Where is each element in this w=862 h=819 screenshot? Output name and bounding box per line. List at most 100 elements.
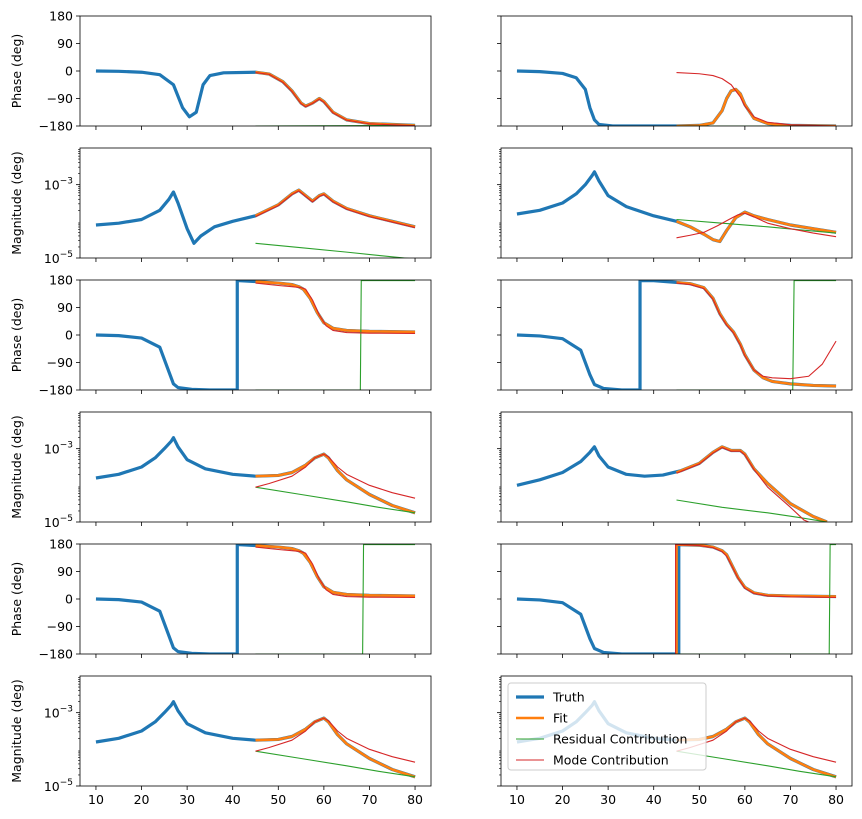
series-line-residual-contribution [676,218,837,234]
x-tick-label: 70 [783,792,799,807]
x-tick-label: 40 [646,792,662,807]
panel-r2-c1 [497,279,853,394]
axes-frame [79,147,432,259]
y-tick-label: 180 [49,537,73,552]
y-tick-label: 90 [57,564,73,579]
y-tick-label: −180 [39,383,73,398]
y-tick-label: 0 [65,328,73,343]
x-tick-label: 10 [88,792,104,807]
y-tick-label: 10−5 [44,514,73,530]
x-tick-label: 50 [691,792,707,807]
y-tick-label: −90 [47,619,73,634]
y-tick-label: −180 [39,647,73,662]
series-line-fit [676,88,837,126]
plot-area [80,280,431,390]
panel-r0-c0: 180 90 0 −90 −180 Phase (deg) [9,9,432,134]
x-tick-label: 20 [134,792,150,807]
series-line-mode-contribution [255,71,416,126]
panel-r2-c0: 180 90 0 −90 −180 Phase (deg) [9,273,432,398]
y-tick-exp: −5 [60,514,73,524]
y-tick-label: 180 [49,273,73,288]
y-tick-exp: −3 [60,177,73,187]
y-tick-label: 10−3 [44,705,73,721]
series-line-residual-contribution [255,750,416,778]
series-line-fit [254,188,416,229]
y-tick-label: 10−5 [44,250,73,266]
axes-frame [79,411,432,523]
series-line-mode-contribution [675,544,837,654]
y-tick-exp: −5 [60,778,73,788]
y-axis-label: Magnitude (deg) [9,151,24,255]
y-tick-exp: −3 [60,441,73,451]
panel-r0-c1 [497,15,853,130]
series-line-residual-contribution [255,242,410,258]
y-axis-label: Phase (deg) [9,562,24,637]
series-line-residual-contribution [676,544,837,654]
y-tick-exp: −3 [60,705,73,715]
series-line-mode-contribution [255,546,416,599]
y-tick-base: 10 [44,178,60,193]
plot-area [501,148,852,258]
plot-area [501,280,852,390]
x-tick-label: 80 [407,792,423,807]
y-tick-label: 0 [65,592,73,607]
series-line-mode-contribution [676,717,837,763]
series-line-mode-contribution [676,282,837,380]
x-tick-label: 70 [362,792,378,807]
series-line-residual-contribution [676,280,837,390]
y-axis-label: Phase (deg) [9,34,24,109]
y-tick-base: 10 [44,251,60,266]
series-line-fit [255,280,416,334]
legend-box [507,682,707,771]
x-tick-label: 60 [316,792,332,807]
panel-r4-c0: 180 90 0 −90 −180 Phase (deg) [9,537,432,662]
y-tick-label: 180 [49,9,73,24]
y-tick-label: 90 [57,300,73,315]
plot-area [80,544,431,654]
axes-frame [79,675,432,787]
series-line-mode-contribution [676,447,809,522]
y-tick-label: −180 [39,119,73,134]
y-axis-label: Magnitude (deg) [9,415,24,519]
y-axis-label: Phase (deg) [9,298,24,373]
series-line-fit [255,544,416,598]
axes-frame [500,411,853,523]
series-line-residual-contribution [255,544,416,654]
y-axis-label: Magnitude (deg) [9,679,24,783]
y-tick-label: 90 [57,36,73,51]
legend-label: Residual Contribution [553,732,687,747]
series-line-mode-contribution [255,190,416,229]
series-line-residual-contribution [676,499,828,522]
x-tick-label: 20 [555,792,571,807]
legend-label: Fit [553,711,568,726]
series-line-fit [676,445,828,522]
panel-r4-c1 [497,543,853,658]
x-tick-label: 80 [828,792,844,807]
plot-area [80,412,431,522]
legend-label: Mode Contribution [553,753,669,768]
x-tick-label: 50 [270,792,286,807]
y-tick-exp: −5 [60,250,73,260]
y-tick-label: 0 [65,64,73,79]
series-line-mode-contribution [255,453,416,499]
plot-area [501,412,852,522]
y-tick-base: 10 [44,515,60,530]
series-line-mode-contribution [255,717,416,763]
series-line-residual-contribution [255,280,416,390]
x-tick-label: 30 [600,792,616,807]
plot-area [80,148,431,258]
legend-label: Truth [552,690,585,705]
axes-frame [500,147,853,259]
panel-r1-c1 [497,147,853,262]
legend: Truth Fit Residual Contribution Mode Contri… [507,682,707,771]
panel-r3-c1 [497,411,853,526]
y-tick-base: 10 [44,442,60,457]
y-tick-label: 10−3 [44,441,73,457]
plot-area [501,16,852,126]
x-tick-label: 10 [509,792,525,807]
y-tick-label: 10−5 [44,778,73,794]
